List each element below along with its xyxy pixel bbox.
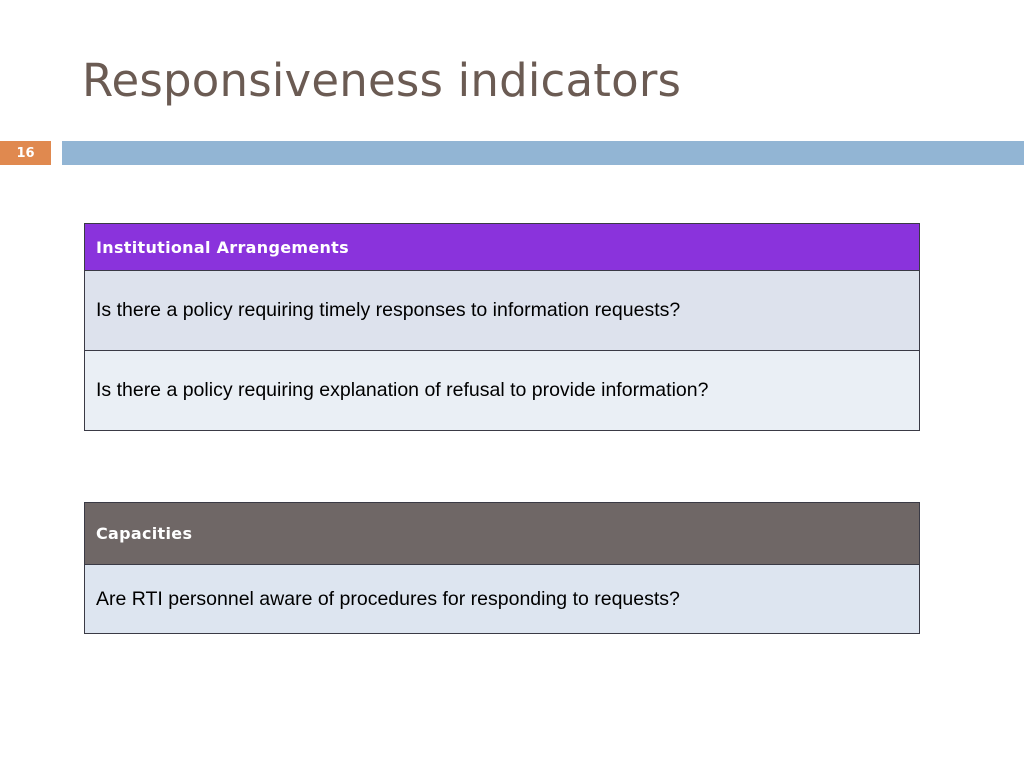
indicator-timely-responses: Is there a policy requiring timely respo…: [84, 270, 920, 351]
title-separator-rule: 16: [0, 141, 1024, 165]
table-header-institutional-arrangements: Institutional Arrangements: [84, 223, 920, 271]
table-row: Are RTI personnel aware of procedures fo…: [84, 564, 920, 634]
indicator-rti-personnel-awareness: Are RTI personnel aware of procedures fo…: [84, 564, 920, 634]
table-capacities: Capacities Are RTI personnel aware of pr…: [84, 502, 920, 634]
table-header-row: Capacities: [84, 502, 920, 565]
page-title: Responsiveness indicators: [82, 54, 682, 107]
slide-number-badge: 16: [0, 141, 51, 165]
indicator-explanation-of-refusal: Is there a policy requiring explanation …: [84, 350, 920, 431]
table-header-capacities: Capacities: [84, 502, 920, 565]
table-institutional-arrangements: Institutional Arrangements Is there a po…: [84, 223, 920, 431]
header-accent-bar: [62, 141, 1024, 165]
table-row: Is there a policy requiring timely respo…: [84, 270, 920, 351]
table-row: Is there a policy requiring explanation …: [84, 350, 920, 431]
table-header-row: Institutional Arrangements: [84, 223, 920, 271]
